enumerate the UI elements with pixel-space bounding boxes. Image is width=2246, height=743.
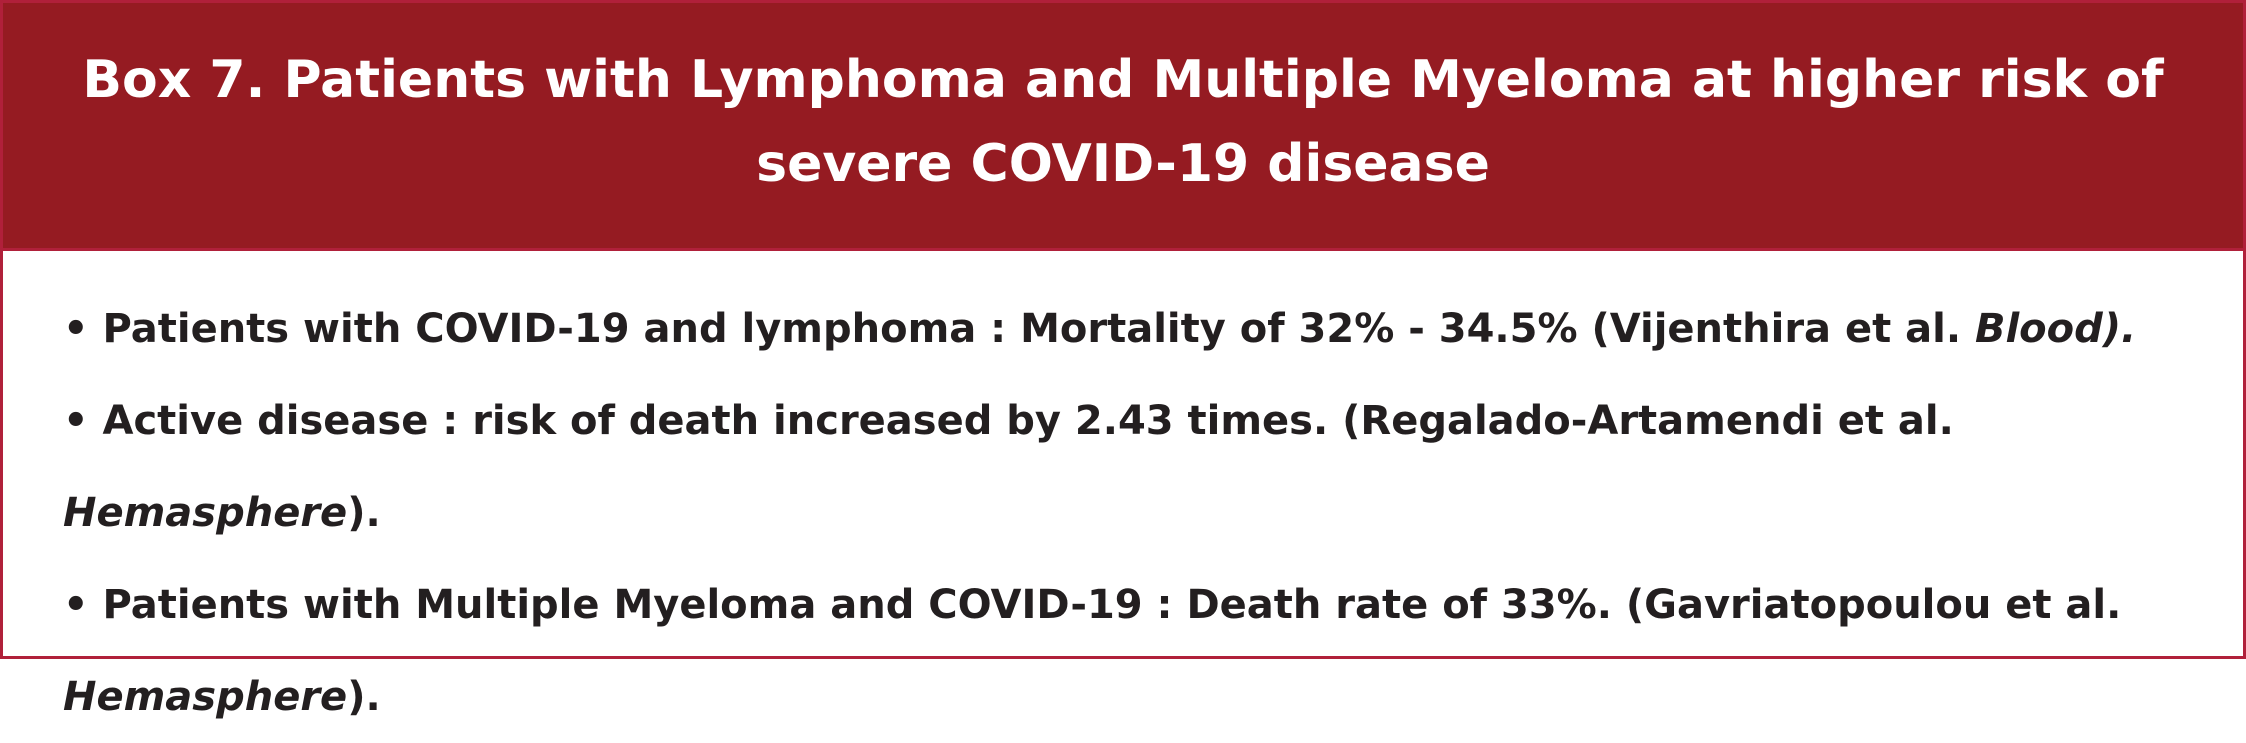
bullet-item-active-disease: • Active disease : risk of death increas…	[63, 375, 2203, 559]
box-header: Box 7. Patients with Lymphoma and Multip…	[3, 3, 2243, 251]
box-body: • Patients with COVID-19 and lymphoma : …	[63, 283, 2203, 743]
citation-tail: ).	[347, 490, 381, 536]
info-box: Box 7. Patients with Lymphoma and Multip…	[0, 0, 2246, 720]
bullet-text: Patients with Multiple Myeloma and COVID…	[88, 582, 2122, 628]
bullet-marker: •	[63, 582, 89, 628]
bullet-item-myeloma: • Patients with Multiple Myeloma and COV…	[63, 559, 2203, 743]
bullet-item-lymphoma: • Patients with COVID-19 and lymphoma : …	[63, 283, 2203, 375]
citation-source: Hemasphere	[63, 674, 348, 720]
bullet-marker: •	[63, 306, 89, 352]
bullet-text: Active disease : risk of death increased…	[88, 398, 1954, 444]
citation-tail: ).	[347, 674, 381, 720]
bullet-text: Patients with COVID-19 and lymphoma : Mo…	[88, 306, 1975, 352]
citation-source: Blood).	[1974, 306, 2137, 352]
citation-source: Hemasphere	[63, 490, 348, 536]
box-title: Box 7. Patients with Lymphoma and Multip…	[82, 49, 2164, 194]
bullet-marker: •	[63, 398, 89, 444]
